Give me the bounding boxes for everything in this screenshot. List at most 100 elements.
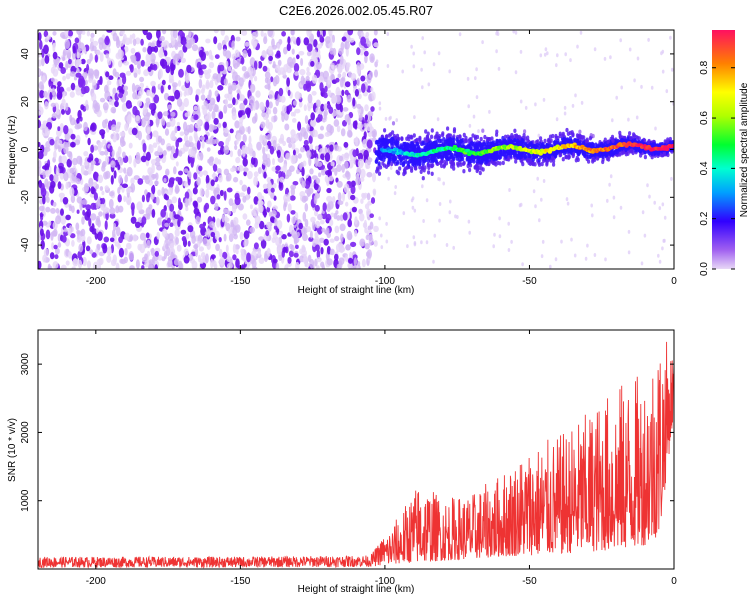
- noise-point: [352, 254, 358, 260]
- noise-point: [190, 158, 194, 168]
- noise-point: [336, 263, 342, 269]
- noise-point: [98, 251, 105, 257]
- noise-point: [52, 51, 58, 60]
- noise-point: [142, 30, 148, 36]
- noise-point: [86, 59, 92, 65]
- noise-point: [185, 42, 192, 48]
- signal-halo-point: [575, 133, 580, 138]
- noise-point: [336, 180, 343, 188]
- chart-title: C2E6.2026.002.05.45.R07: [279, 3, 433, 18]
- noise-point: [251, 266, 258, 269]
- noise-point: [252, 40, 258, 48]
- noise-point: [157, 189, 162, 196]
- noise-point: [188, 135, 193, 143]
- signal-halo-point: [501, 135, 505, 141]
- noise-point: [118, 88, 124, 94]
- noise-point: [41, 123, 47, 129]
- noise-point: [317, 213, 323, 221]
- noise-point: [146, 32, 153, 41]
- noise-point: [85, 204, 92, 211]
- noise-point: [308, 187, 314, 195]
- noise-point: [175, 237, 180, 245]
- sparse-point: [542, 97, 546, 102]
- noise-point: [177, 80, 182, 87]
- noise-point: [155, 196, 160, 206]
- noise-point: [77, 259, 83, 269]
- noise-point: [145, 53, 152, 63]
- noise-point: [229, 128, 234, 134]
- signal-halo-point: [441, 131, 445, 136]
- sparse-point: [540, 197, 543, 202]
- sparse-point: [385, 221, 388, 226]
- noise-point: [296, 36, 301, 46]
- noise-point: [260, 30, 264, 37]
- noise-point: [144, 189, 148, 196]
- signal-halo-point: [539, 136, 543, 141]
- noise-point: [131, 33, 136, 40]
- noise-point: [161, 186, 165, 196]
- noise-point: [246, 219, 251, 226]
- signal-halo-point: [483, 156, 487, 161]
- noise-point: [185, 73, 190, 84]
- noise-point: [223, 78, 228, 86]
- noise-point: [328, 64, 335, 75]
- noise-point: [178, 68, 184, 78]
- noise-point: [316, 43, 323, 49]
- noise-point: [78, 75, 85, 86]
- signal-halo-point: [536, 139, 540, 144]
- sparse-point: [574, 93, 577, 98]
- signal-halo-point: [440, 156, 445, 161]
- noise-point: [252, 101, 257, 111]
- noise-point: [58, 62, 64, 69]
- noise-point: [364, 54, 368, 64]
- noise-point: [327, 200, 334, 210]
- spectrogram-noise-points: [38, 30, 674, 269]
- noise-point: [70, 194, 76, 204]
- sparse-point: [608, 182, 611, 187]
- noise-point: [128, 155, 133, 165]
- noise-point: [234, 144, 238, 150]
- noise-point: [115, 226, 121, 237]
- noise-point: [146, 133, 151, 141]
- noise-point: [350, 185, 356, 195]
- noise-point: [262, 183, 268, 190]
- noise-point: [49, 174, 54, 182]
- sparse-point: [524, 105, 528, 110]
- noise-point: [342, 191, 345, 202]
- noise-point: [38, 260, 42, 269]
- noise-point: [160, 41, 167, 47]
- noise-point: [72, 258, 79, 267]
- noise-point: [130, 177, 135, 185]
- noise-point: [306, 123, 310, 132]
- noise-point: [53, 173, 59, 183]
- sparse-point: [432, 259, 435, 264]
- noise-point: [333, 144, 339, 152]
- noise-point: [348, 111, 354, 119]
- sparse-point: [546, 51, 549, 56]
- noise-point: [314, 145, 319, 151]
- signal-halo-point: [628, 131, 632, 136]
- noise-point: [288, 142, 292, 149]
- noise-point: [337, 192, 342, 202]
- noise-point: [169, 177, 175, 182]
- noise-point: [142, 105, 148, 116]
- noise-point: [96, 50, 101, 56]
- noise-point: [170, 145, 176, 154]
- noise-point: [183, 168, 189, 174]
- noise-point: [218, 248, 223, 258]
- noise-point: [170, 242, 175, 249]
- noise-point: [157, 217, 162, 226]
- noise-point: [220, 30, 225, 36]
- sparse-point: [563, 111, 567, 116]
- noise-point: [186, 64, 192, 74]
- sparse-point: [498, 216, 501, 221]
- noise-point: [65, 214, 71, 221]
- noise-point: [198, 165, 203, 172]
- noise-point: [294, 91, 301, 100]
- noise-point: [223, 104, 228, 114]
- noise-point: [43, 30, 49, 38]
- noise-point: [357, 122, 363, 130]
- noise-point: [79, 230, 83, 237]
- noise-point: [345, 254, 348, 262]
- noise-point: [194, 247, 199, 258]
